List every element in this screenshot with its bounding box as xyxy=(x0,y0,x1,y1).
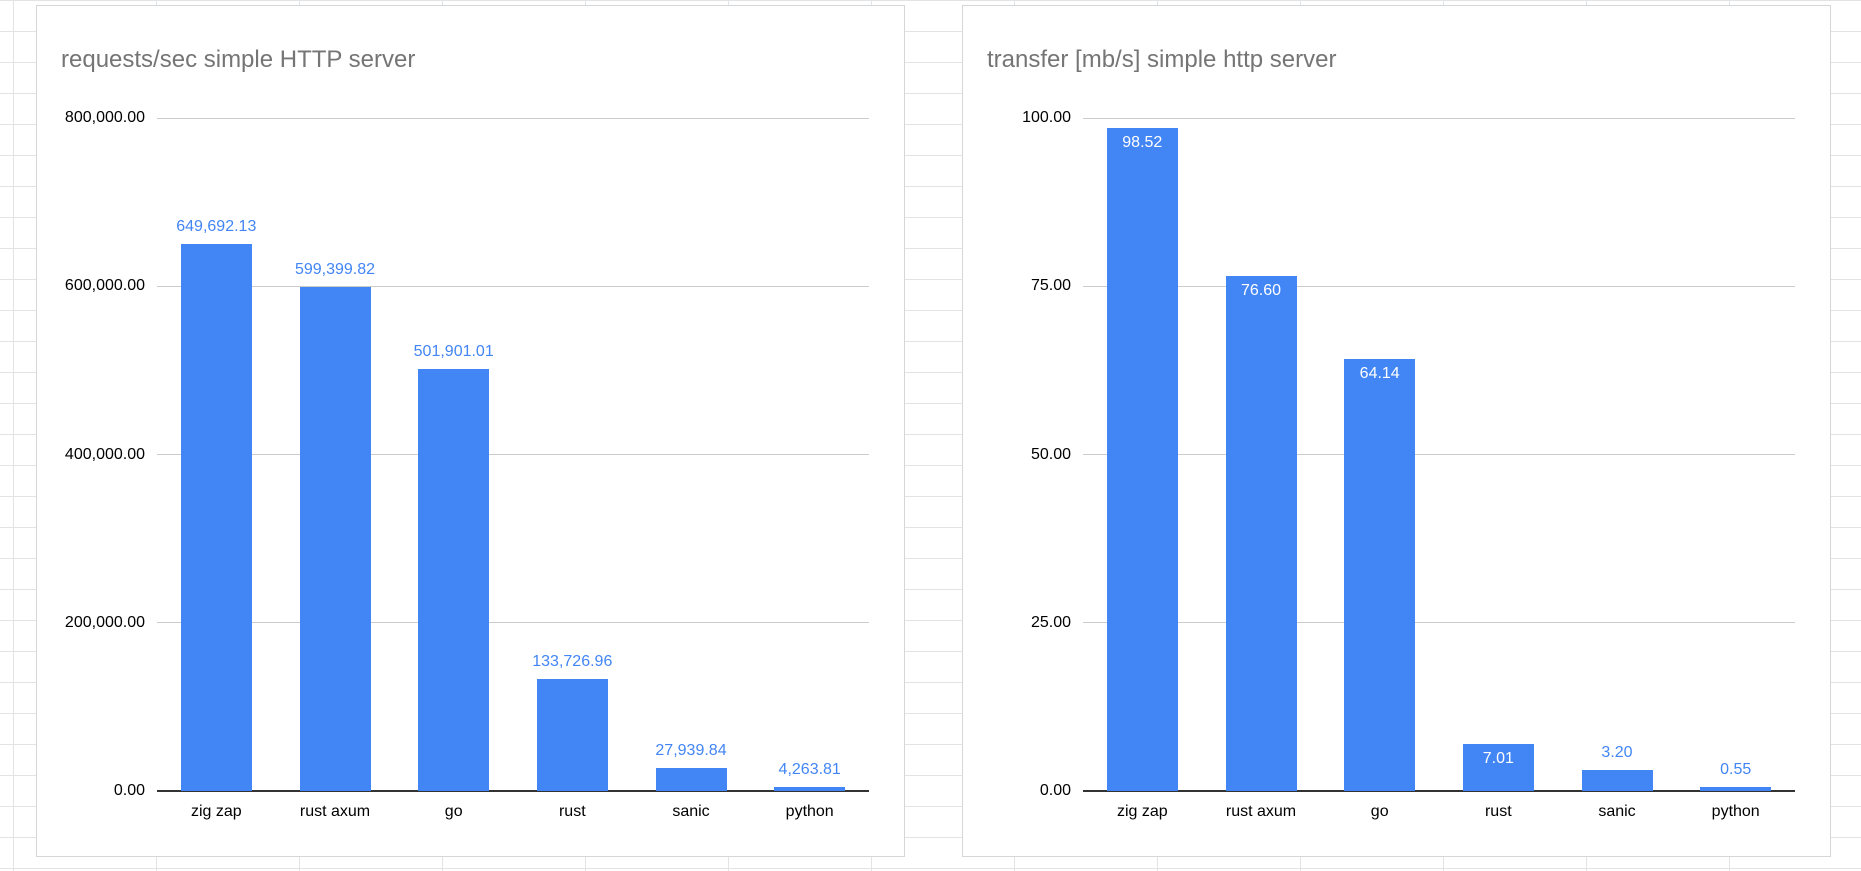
bar-zig-zap xyxy=(180,244,252,791)
gridline xyxy=(1083,285,1795,287)
y-axis-tick-label: 0.00 xyxy=(113,782,145,799)
bar-value-label: 98.52 xyxy=(1122,134,1163,151)
y-axis-tick-label: 600,000.00 xyxy=(64,277,145,295)
x-axis-category-label: rust xyxy=(1484,803,1512,820)
bar-value-label: 649,692.13 xyxy=(176,218,257,236)
bar-go xyxy=(1344,359,1416,791)
chart-requests-per-sec[interactable]: requests/sec simple HTTP server 0.00 200,… xyxy=(36,5,905,857)
bar-value-label: 64.14 xyxy=(1359,365,1400,383)
chart-title: requests/sec simple HTTP server xyxy=(61,46,416,73)
x-axis-category-label: zig zap xyxy=(1116,803,1168,820)
gridline xyxy=(157,285,869,287)
y-axis-tick-label: 25.00 xyxy=(1030,613,1071,631)
gridline xyxy=(157,622,869,624)
y-axis-tick-label: 400,000.00 xyxy=(64,445,145,463)
x-axis-category-label: rust axum xyxy=(1225,803,1297,820)
bar-go xyxy=(418,368,490,791)
bar-sanic xyxy=(1581,769,1653,791)
gridline xyxy=(1083,622,1795,624)
y-axis-tick-label: 800,000.00 xyxy=(64,109,145,126)
bar-value-label: 501,901.01 xyxy=(413,342,494,360)
bar-sanic xyxy=(655,767,727,791)
bar-rust-axum xyxy=(299,286,371,791)
x-axis-category-label: python xyxy=(1711,803,1760,820)
x-axis-baseline xyxy=(1083,790,1795,792)
x-axis-category-label: go xyxy=(1370,803,1389,820)
bar-rust xyxy=(1462,743,1534,791)
x-axis-category-label: python xyxy=(785,803,834,820)
bar-value-label: 599,399.82 xyxy=(294,260,376,278)
y-axis-tick-label: 75.00 xyxy=(1030,277,1071,295)
gridline xyxy=(1083,117,1795,119)
bar-value-label: 3.20 xyxy=(1601,743,1633,761)
gridline xyxy=(1083,454,1795,455)
bar-value-label: 4,263.81 xyxy=(778,761,841,779)
gridline xyxy=(157,117,869,119)
bar-value-label: 133,726.96 xyxy=(532,652,613,670)
bar-python xyxy=(1700,787,1772,791)
bar-value-label: 7.01 xyxy=(1482,749,1514,767)
plot-area: 0.00 25.00 50.00 75.00 100.00 98.52 zig zap 76.… xyxy=(1022,109,1795,820)
x-axis-category-label: rust axum xyxy=(299,803,371,820)
x-axis-category-label: rust xyxy=(558,803,586,820)
bar-value-label: 27,939.84 xyxy=(655,741,727,759)
bar-value-label: 0.55 xyxy=(1720,761,1752,779)
bar-python xyxy=(774,787,846,791)
x-axis-category-label: zig zap xyxy=(190,803,242,820)
x-axis-category-label: sanic xyxy=(672,803,710,820)
x-axis-baseline xyxy=(157,790,869,792)
y-axis-tick-label: 200,000.00 xyxy=(64,613,145,631)
bar-zig-zap xyxy=(1106,128,1178,791)
bar-value-label: 76.60 xyxy=(1240,281,1282,299)
chart-title: transfer [mb/s] simple http server xyxy=(987,46,1337,73)
x-axis-category-label: go xyxy=(444,803,463,820)
y-axis-tick-label: 0.00 xyxy=(1039,782,1071,799)
y-axis-tick-label: 50.00 xyxy=(1030,445,1071,463)
x-axis-category-label: sanic xyxy=(1598,803,1636,820)
chart-transfer-mbps[interactable]: transfer [mb/s] simple http server 0.00 2… xyxy=(962,5,1831,857)
plot-area: 0.00 200,000.00 400,000.00 600,000.00 800,00… xyxy=(65,109,869,820)
bar-rust-axum xyxy=(1225,275,1297,791)
gridline xyxy=(157,454,869,455)
y-axis-tick-label: 100.00 xyxy=(1022,109,1071,126)
bar-rust xyxy=(536,678,608,791)
